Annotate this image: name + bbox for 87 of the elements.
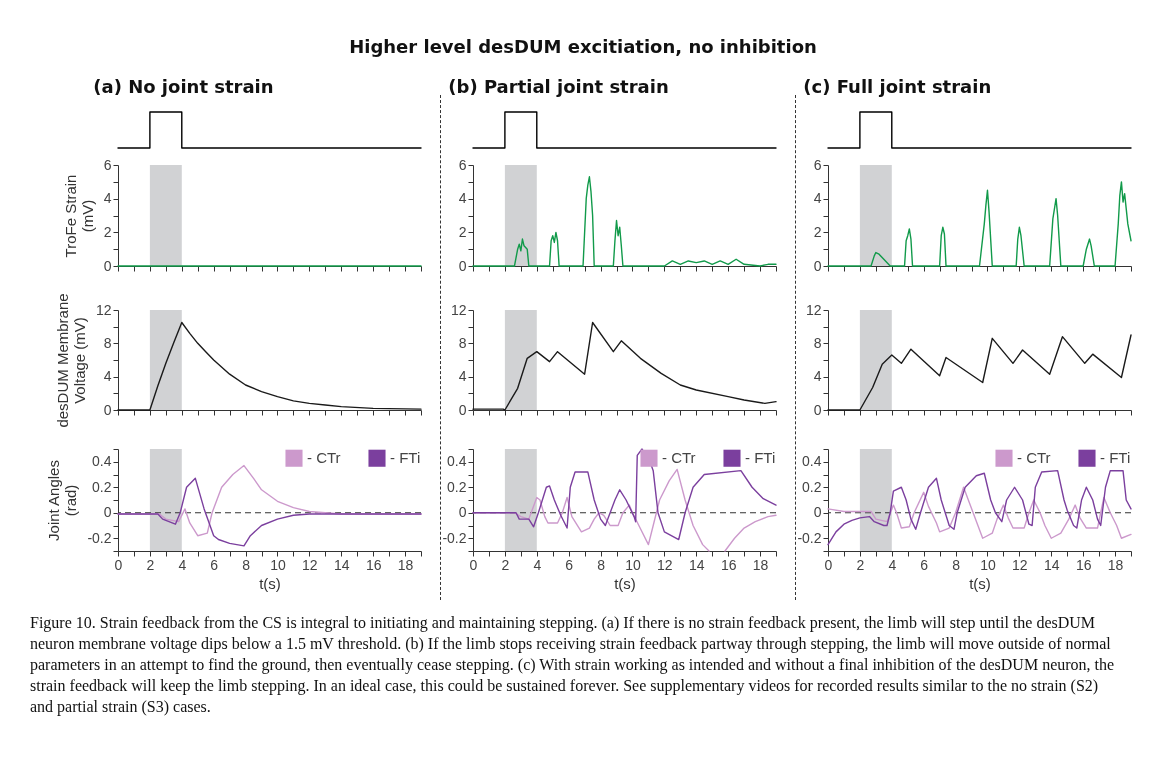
x-tick-label: 2 (146, 556, 155, 573)
x-tick-label: 8 (952, 556, 961, 573)
chart-title: (c) Full joint strain (803, 76, 992, 98)
y-tick-label: 0.2 (802, 478, 822, 495)
y-axis-title: Joint Angles (rad) (45, 460, 80, 541)
x-tick-label: 16 (365, 556, 382, 573)
y-tick-label: 0 (103, 257, 112, 274)
y-tick-label: 2 (813, 223, 822, 240)
y-tick-label: 0.2 (92, 478, 112, 495)
x-tick-label: 10 (980, 556, 996, 573)
x-tick-label: 14 (688, 556, 705, 573)
x-tick-label: 18 (397, 556, 414, 573)
x-tick-label: 6 (565, 556, 574, 573)
y-tick-label: -0.2 (87, 529, 112, 546)
x-tick-label: 12 (1012, 556, 1028, 573)
y-tick-label: 4 (813, 190, 822, 207)
x-tick-label: 10 (270, 556, 286, 573)
y-tick-label: 0 (103, 401, 112, 418)
y-tick-label: 0.2 (447, 478, 467, 495)
x-tick-label: 16 (1075, 556, 1092, 573)
legend-label: - CTr (307, 449, 341, 467)
y-tick-label: -0.2 (442, 529, 467, 546)
y-tick-label: 0 (458, 257, 467, 274)
y-tick-label: 4 (103, 368, 112, 385)
line-series (472, 448, 777, 541)
caption: Figure 10. Strain feedback from the CS is integral to initiating and maintaining stepping. (a) If there is no strain feedback present, the limb will step until the desDUM neuron membrane voltage dips below a 1.5 mV threshold. (b) If the limb stops receiving strain feedback partway through stepping, the limb will move outside of normal parameters in an attempt to find the ground, then eventually cease stepping. (c) With strain working as intended and without a final inhibition of the desDUM neuron, the strain feedback will keep the limb stepping. In an ideal case, this could be sustained forever. See supplementary videos for recorded results similar to the no strain (S2) and partial strain (S3) cases. (30, 613, 1116, 718)
x-tick-label: 12 (657, 556, 673, 573)
legend-label: - CTr (662, 449, 696, 467)
x-tick-label: 6 (210, 556, 219, 573)
y-tick-label: 4 (458, 368, 467, 385)
y-axis-title: TroFe Strain (mV) (61, 174, 96, 258)
x-tick-label: 0 (469, 556, 478, 573)
y-tick-label: 6 (458, 156, 467, 173)
x-tick-label: 18 (1107, 556, 1124, 573)
y-tick-label: 12 (450, 301, 467, 318)
line-series (827, 486, 1132, 539)
x-axis-title: t(s) (259, 574, 281, 592)
x-tick-label: 4 (178, 556, 187, 573)
y-tick-label: 0.4 (92, 453, 112, 470)
y-tick-label: 4 (458, 190, 467, 207)
y-tick-label: 8 (103, 334, 112, 351)
y-tick-label: 0 (813, 401, 822, 418)
line-series (117, 477, 422, 547)
y-tick-label: 0 (813, 257, 822, 274)
x-axis-title: t(s) (614, 574, 636, 592)
text: Higher level desDUM excitiation, no inhibition (348, 36, 818, 57)
x-tick-label: 4 (888, 556, 897, 573)
y-tick-label: 0 (103, 504, 112, 521)
x-tick-label: 4 (533, 556, 542, 573)
y-tick-label: 4 (103, 190, 112, 207)
y-tick-label: 0 (458, 401, 467, 418)
x-tick-label: 0 (824, 556, 833, 573)
y-tick-label: 12 (95, 301, 112, 318)
y-tick-label: -0.2 (797, 529, 822, 546)
legend-label: - FTi (1100, 449, 1131, 467)
y-tick-label: 0 (813, 504, 822, 521)
y-tick-label: 4 (813, 368, 822, 385)
x-tick-label: 8 (242, 556, 251, 573)
x-tick-label: 0 (114, 556, 123, 573)
y-tick-label: 8 (458, 334, 467, 351)
line-series (827, 469, 1132, 546)
legend-label: - FTi (390, 449, 421, 467)
x-tick-label: 10 (625, 556, 641, 573)
x-tick-label: 14 (1043, 556, 1060, 573)
x-axis-title: t(s) (969, 574, 991, 592)
x-tick-label: 12 (302, 556, 318, 573)
legend-label: - FTi (745, 449, 776, 467)
x-tick-label: 16 (720, 556, 737, 573)
x-tick-label: 6 (920, 556, 929, 573)
y-tick-label: 0.4 (802, 453, 822, 470)
x-tick-label: 8 (597, 556, 606, 573)
y-tick-label: 6 (103, 156, 112, 173)
y-tick-label: 8 (813, 334, 822, 351)
y-tick-label: 2 (458, 223, 467, 240)
x-tick-label: 14 (333, 556, 350, 573)
legend-label: - CTr (1017, 449, 1051, 467)
y-tick-label: 0.4 (447, 453, 467, 470)
chart-title: (a) No joint strain (93, 76, 274, 98)
y-axis-title: desDUM Membrane Voltage (mV) (53, 293, 88, 428)
y-tick-label: 12 (805, 301, 822, 318)
chart-title: (b) Partial joint strain (448, 76, 669, 98)
y-tick-label: 2 (103, 223, 112, 240)
y-tick-label: 6 (813, 156, 822, 173)
x-tick-label: 2 (501, 556, 510, 573)
x-tick-label: 2 (856, 556, 865, 573)
y-tick-label: 0 (458, 504, 467, 521)
x-tick-label: 18 (752, 556, 769, 573)
